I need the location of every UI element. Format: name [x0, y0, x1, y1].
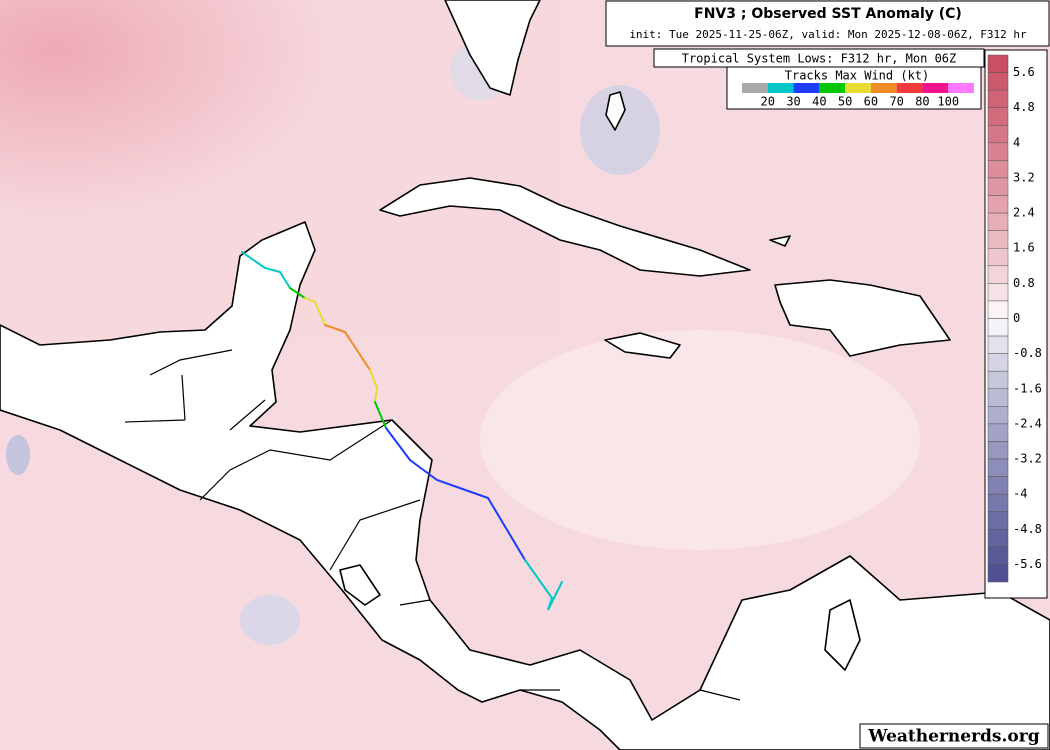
colorbar-cell [987, 511, 1009, 530]
colorbar-cell [987, 441, 1009, 460]
colorbar-cell [987, 177, 1009, 196]
island [605, 91, 626, 131]
wind-label: 50 [838, 95, 852, 109]
watermark: Weathernerds.org [867, 727, 1039, 747]
colorbar-label: -2.4 [1013, 416, 1042, 430]
colorbar-cell [987, 107, 1009, 126]
lake [824, 599, 861, 671]
sst-field [480, 330, 920, 550]
wind-label: 20 [761, 95, 775, 109]
wind-label: 60 [864, 95, 878, 109]
colorbar-label: -1.6 [1013, 381, 1042, 395]
tracks-heading: Tropical System Lows: F312 hr, Mon 06Z [682, 52, 957, 66]
wind-label: 100 [937, 95, 959, 109]
colorbar-label: 4 [1013, 135, 1020, 149]
cool-anomaly [580, 85, 660, 175]
colorbar-cell [987, 458, 1009, 477]
colorbar-cell [987, 388, 1009, 407]
colorbar-label: -5.6 [1013, 557, 1042, 571]
wind-label: 80 [915, 95, 929, 109]
colorbar-label: -3.2 [1013, 452, 1042, 466]
colorbar-cell [987, 564, 1009, 583]
colorbar-cell [987, 423, 1009, 442]
colorbar-cell [987, 318, 1009, 337]
hispaniola [774, 279, 951, 357]
header-box [605, 0, 1050, 47]
colorbar-cell [987, 54, 1009, 73]
colorbar-label: 0 [1013, 311, 1020, 325]
colorbar-label: 0.8 [1013, 276, 1035, 290]
wind-swatch [948, 83, 974, 93]
colorbar-cell [987, 247, 1009, 267]
colorbar-cell [987, 125, 1009, 144]
cuba [379, 177, 751, 277]
colorbar: 5.6 4.8 4 3.2 2.4 1.6 0.8 0 -0.8 -1.6 -2.4 -3.2 -4 -4… [984, 49, 1048, 599]
colorbar-label: 4.8 [1013, 100, 1035, 114]
subtitle: init: Tue 2025-11-25-06Z, valid: Mon 202… [629, 28, 1027, 41]
wind-swatch [742, 83, 768, 93]
colorbar-cell [987, 212, 1009, 231]
wind-label: 40 [812, 95, 826, 109]
wind-legend-title: Tracks Max Wind (kt) [785, 69, 930, 83]
colorbar-cell [987, 335, 1009, 354]
colorbar-cell [987, 283, 1009, 302]
storm-track [241, 251, 563, 611]
colorbar-cell [987, 89, 1009, 108]
wind-label: 70 [889, 95, 903, 109]
colorbar-cell [987, 546, 1009, 565]
colorbar-label: 1.6 [1013, 241, 1035, 255]
cool-anomaly [6, 435, 30, 475]
colorbar-cell [987, 195, 1009, 214]
wind-swatch [870, 83, 897, 93]
colorbar-label: -4.8 [1013, 522, 1042, 536]
colorbar-cell [987, 72, 1009, 91]
colorbar-cell [987, 406, 1009, 425]
colorbar-cell [987, 230, 1009, 249]
colorbar-cell [987, 142, 1009, 161]
colorbar-label: 5.6 [1013, 65, 1035, 79]
colorbar-cell [987, 160, 1009, 179]
wind-swatch [767, 83, 794, 93]
colorbar-cell [987, 370, 1009, 390]
colorbar-cell [987, 300, 1009, 319]
jamaica [604, 332, 681, 359]
wind-swatch [922, 83, 949, 93]
wind-swatch [845, 83, 871, 93]
colorbar-label: 3.2 [1013, 170, 1035, 184]
colorbar-cell [987, 529, 1009, 548]
cool-anomaly [240, 595, 300, 645]
borders [124, 349, 741, 701]
title: FNV3 ; Observed SST Anomaly (C) [694, 6, 962, 22]
wind-legend: 20 30 40 50 60 70 80 100 [742, 83, 974, 109]
island [769, 235, 791, 247]
colorbar-cell [987, 353, 1009, 372]
central-america [0, 221, 1050, 750]
colorbar-label: 2.4 [1013, 206, 1035, 220]
florida [444, 0, 541, 96]
wind-swatch [819, 83, 846, 93]
colorbar-cell [987, 493, 1009, 512]
watermark-box [859, 723, 1049, 749]
colorbar-label: -0.8 [1013, 346, 1042, 360]
lake [339, 564, 381, 606]
colorbar-cell [987, 476, 1009, 495]
colorbar-cell [987, 265, 1009, 284]
wind-swatch [896, 83, 923, 93]
colorbar-label: -4 [1013, 487, 1027, 501]
wind-label: 30 [786, 95, 800, 109]
wind-swatch [793, 83, 820, 93]
